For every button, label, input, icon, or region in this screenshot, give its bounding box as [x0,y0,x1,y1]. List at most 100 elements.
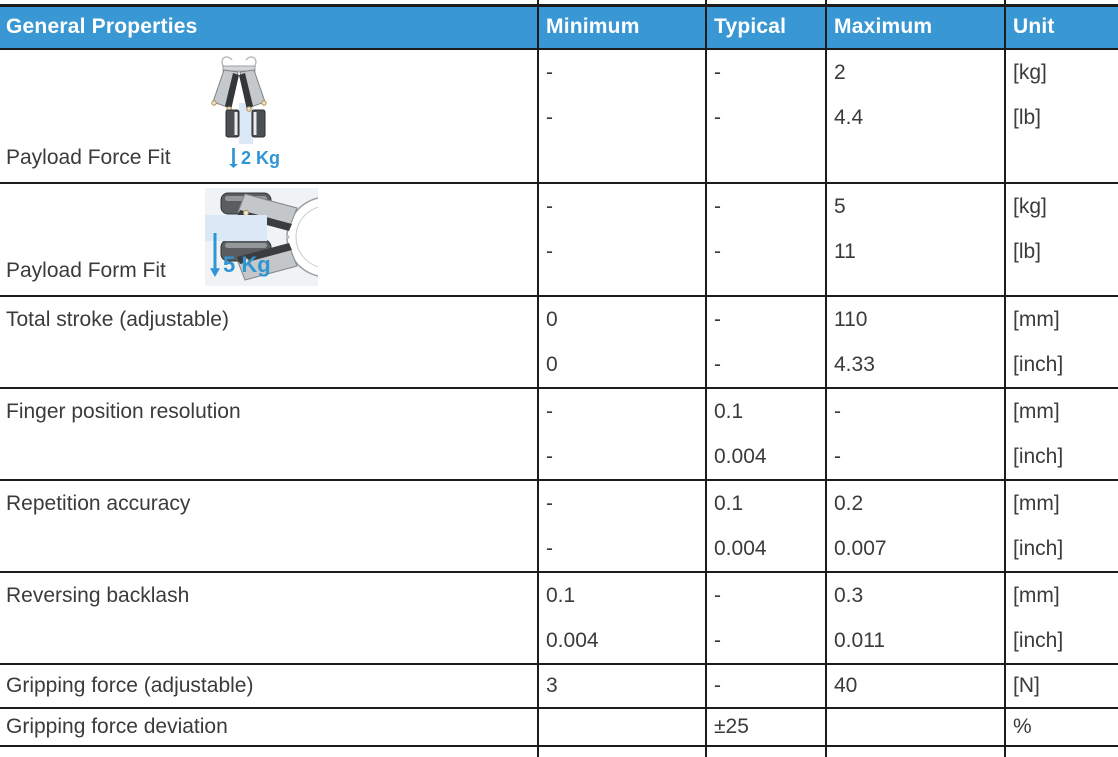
minimum-value: 0.1 [546,583,576,607]
maximum-value: 2 [834,60,846,84]
header-minimum: Minimum [537,7,705,50]
minimum-cell: -- [537,481,705,573]
minimum-value: - [546,60,553,84]
payload-weight-label: 2 Kg [229,148,280,168]
down-arrow-icon [210,233,220,277]
unit-cell: [mm] [inch] [1004,481,1118,573]
typical-cell: - [705,665,825,709]
empty-cell [705,747,825,757]
maximum-value: 4.33 [834,352,875,376]
property-label: Payload Force Fit [6,146,171,169]
maximum-value: 110 [834,307,868,331]
empty-cell [537,747,705,757]
typical-value: - [714,239,721,263]
property-cell: Finger position resolution [0,389,537,481]
minimum-value: - [546,444,553,468]
minimum-value: 0.004 [546,628,599,652]
typical-value: 0.1 [714,399,744,423]
header-general-properties: General Properties [0,7,537,50]
unit-value: [mm] [1013,491,1060,515]
property-label: Payload Form Fit [6,259,166,282]
maximum-value: 0.2 [834,491,864,515]
header-typical: Typical [705,7,825,50]
property-label: Repetition accuracy [6,491,191,515]
typical-value: 0.1 [714,491,744,515]
typical-value: - [714,60,721,84]
minimum-value: 0 [546,307,558,331]
minimum-value: - [546,239,553,263]
unit-value: [mm] [1013,583,1060,607]
header-row: General Properties Minimum Typical Maxim… [0,7,1118,50]
table-row: Total stroke (adjustable) 0 0- -110 4.33 [mm]… [0,297,1118,389]
typical-value: ±25 [714,715,749,738]
maximum-cell: 5 11 [825,184,1004,297]
property-cell: Gripping force (adjustable) [0,665,537,709]
maximum-cell [825,709,1004,747]
unit-cell: [mm] [inch] [1004,573,1118,665]
divider [537,0,539,4]
maximum-cell: 40 [825,665,1004,709]
maximum-value: 0.3 [834,583,864,607]
maximum-value: 0.011 [834,628,885,652]
minimum-cell: 3 [537,665,705,709]
cropped-row-below [0,747,1118,757]
divider [0,4,1118,7]
typical-value: - [714,583,721,607]
table-body: 2 Kg Payload Force Fit - - - -2 4.4 [kg] [lb] 5 … [0,50,1118,757]
unit-cell: [kg] [lb] [1004,50,1118,184]
property-cell: Gripping force deviation [0,709,537,747]
maximum-value: 11 [834,239,856,263]
minimum-value: - [546,105,553,129]
table-row: 2 Kg Payload Force Fit - - - -2 4.4 [kg] [lb] [0,50,1118,184]
maximum-value: 40 [834,674,858,697]
minimum-value: 3 [546,674,558,697]
payload-weight-value: 2 Kg [241,148,281,168]
payload-form-fit-image [205,188,318,286]
property-cell: Total stroke (adjustable) [0,297,537,389]
unit-value: [kg] [1013,194,1047,218]
typical-cell: 0.1 0.004 [705,481,825,573]
minimum-value: - [546,194,553,218]
header-maximum: Maximum [825,7,1004,50]
unit-value: [lb] [1013,239,1042,263]
minimum-cell [537,709,705,747]
minimum-cell: -- [537,50,705,184]
typical-value: - [714,628,721,652]
maximum-value [827,709,1004,745]
general-properties-table: General Properties Minimum Typical Maxim… [0,7,1118,757]
unit-value: [inch] [1013,628,1064,652]
minimum-cell: 0.1 0.004 [537,573,705,665]
property-label: Reversing backlash [6,583,190,607]
maximum-value: 0.007 [834,536,887,560]
typical-value: - [714,194,721,218]
unit-cell: [mm] [inch] [1004,389,1118,481]
unit-value: [kg] [1013,60,1047,84]
maximum-cell: 110 4.33 [825,297,1004,389]
typical-value: - [714,352,721,376]
typical-cell: -- [705,184,825,297]
divider [1004,0,1006,4]
payload-weight-value: 5 Kg [223,252,271,277]
typical-cell: -- [705,573,825,665]
unit-value: [mm] [1013,399,1060,423]
maximum-cell: 2 4.4 [825,50,1004,184]
empty-cell [0,747,537,757]
typical-value: - [714,674,721,697]
typical-cell: -- [705,50,825,184]
unit-value: [inch] [1013,536,1064,560]
typical-value: - [714,307,721,331]
minimum-value: - [546,536,553,560]
minimum-value [539,709,705,745]
unit-cell: [kg] [lb] [1004,184,1118,297]
unit-value: [lb] [1013,105,1042,129]
divider [825,0,827,4]
header-unit: Unit [1004,7,1118,50]
unit-value: [inch] [1013,352,1064,376]
maximum-cell: 0.3 0.011 [825,573,1004,665]
typical-cell: 0.1 0.004 [705,389,825,481]
minimum-value: 0 [546,352,558,376]
maximum-cell: 0.2 0.007 [825,481,1004,573]
minimum-value: - [546,491,553,515]
